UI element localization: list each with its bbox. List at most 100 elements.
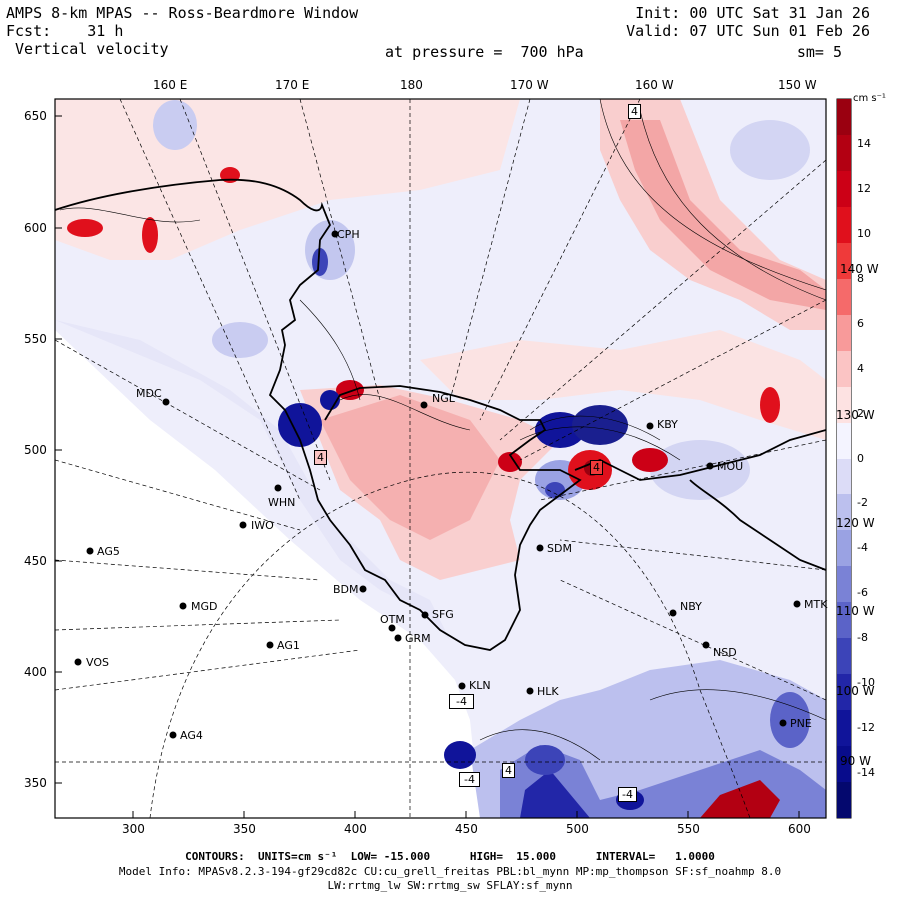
graticule (55, 99, 826, 818)
station-markers (74, 230, 801, 739)
colorbar-swatch (837, 350, 851, 388)
station-nby: NBY (680, 600, 702, 613)
station-iwo: IWO (251, 519, 274, 532)
station-otm: OTM (380, 613, 405, 626)
station-grm: GRM (405, 632, 431, 645)
extremum-box: 4 (502, 763, 515, 778)
lon-170e: 170 E (275, 78, 310, 92)
colorbar-label: 4 (857, 361, 864, 375)
colorbar-swatch (837, 746, 851, 783)
station-nsd: NSD (713, 646, 737, 659)
colorbar-swatch (837, 170, 851, 208)
model-info-line2: LW:rrtmg_lw SW:rrtmg_sw SFLAY:sf_mynn (327, 879, 573, 892)
colorbar-label: -4 (857, 541, 868, 555)
colorbar-label: 14 (857, 136, 871, 150)
colorbar-swatch (837, 710, 851, 747)
y-tick-400: 400 (24, 665, 47, 679)
header-right: Init: 00 UTC Sat 31 Jan 26 Valid: 07 UTC… (626, 4, 870, 40)
colorbar-label: 2 (857, 406, 864, 420)
colorbar-swatch (837, 566, 851, 603)
extremum-box: 4 (314, 450, 327, 465)
lon-160w: 160 W (635, 78, 674, 92)
colorbar-swatch (837, 602, 851, 639)
colorbar-swatch (837, 494, 851, 531)
colorbar-label: -8 (857, 631, 868, 645)
y-tick-650: 650 (24, 109, 47, 123)
x-tick-350: 350 (233, 822, 256, 836)
init-time: Init: 00 UTC Sat 31 Jan 26 (635, 4, 870, 22)
lon-150w: 150 W (778, 78, 817, 92)
lon-160e: 160 E (153, 78, 188, 92)
colorbar-label: -14 (857, 766, 875, 780)
colorbar-swatch (837, 242, 851, 280)
y-tick-600: 600 (24, 221, 47, 235)
lon-180: 180 (400, 78, 423, 92)
extremum-box: -4 (449, 694, 474, 709)
colorbar-swatch (837, 674, 851, 711)
station-whn: WHN (268, 496, 296, 509)
lon-170w: 170 W (510, 78, 549, 92)
station-ag4: AG4 (180, 729, 203, 742)
y-tick-450: 450 (24, 554, 47, 568)
station-mtk: MTK (804, 598, 828, 611)
station-vos: VOS (86, 656, 109, 669)
field-shading (55, 99, 826, 818)
colorbar-swatch (837, 782, 851, 819)
station-ag5: AG5 (97, 545, 120, 558)
smoothing-label: sm= 5 (796, 43, 842, 61)
y-tick-350: 350 (24, 776, 47, 790)
field-name: Vertical velocity (15, 40, 169, 58)
lon-90w: 90 W (840, 754, 871, 768)
colorbar-swatch (837, 134, 851, 172)
station-kln: KLN (469, 679, 491, 692)
station-pne: PNE (790, 717, 812, 730)
station-sfg: SFG (432, 608, 454, 621)
colorbar-label: 12 (857, 181, 871, 195)
map-frame (54, 98, 827, 819)
colorbar (837, 99, 851, 819)
colorbar-label: 6 (857, 316, 864, 330)
colorbar-swatch (837, 206, 851, 244)
map-title: AMPS 8-km MPAS -- Ross-Beardmore Window (6, 4, 359, 22)
pressure-level: at pressure = 700 hPa (385, 43, 584, 61)
station-mdc: MDC (136, 387, 162, 400)
station-sdm: SDM (547, 542, 572, 555)
station-kby: KBY (657, 418, 678, 431)
colorbar-swatch (837, 638, 851, 675)
contour-info: CONTOURS: UNITS=cm s⁻¹ LOW= -15.000 HIGH… (185, 850, 715, 863)
y-tick-550: 550 (24, 332, 47, 346)
lon-140w: 140 W (840, 262, 879, 276)
x-tick-450: 450 (455, 822, 478, 836)
lon-120w: 120 W (836, 516, 875, 530)
lon-110w: 110 W (836, 604, 875, 618)
x-tick-300: 300 (122, 822, 145, 836)
colorbar-label: 10 (857, 226, 871, 240)
station-mgd: MGD (191, 600, 218, 613)
extremum-box: -4 (618, 787, 637, 802)
lon-130w: 130 W (836, 408, 875, 422)
lon-100w: 100 W (836, 684, 875, 698)
colorbar-swatch (837, 530, 851, 567)
extremum-box: 4 (628, 104, 641, 119)
colorbar-label: -10 (857, 676, 875, 690)
colorbar-label: -12 (857, 721, 875, 735)
colorbar-swatch (837, 458, 851, 495)
model-info-line1: Model Info: MPASv8.2.3-194-gf29cd82c CU:… (118, 865, 782, 878)
station-ngl: NGL (432, 392, 455, 405)
forecast-hour: 31 h (87, 22, 124, 40)
coastline (55, 178, 826, 651)
colorbar-label: 0 (857, 451, 864, 465)
colorbar-swatch (837, 278, 851, 316)
contour-lines (59, 99, 826, 761)
colorbar-label: 8 (857, 271, 864, 285)
colorbar-unit: cm s⁻¹ (853, 93, 886, 104)
extremum-box: -4 (459, 772, 480, 787)
station-mou: MOU (717, 460, 744, 473)
axis-ticks (55, 115, 800, 818)
x-tick-500: 500 (566, 822, 589, 836)
x-tick-400: 400 (344, 822, 367, 836)
header-left: AMPS 8-km MPAS -- Ross-Beardmore Window … (6, 4, 358, 58)
colorbar-swatch (837, 386, 851, 424)
x-tick-550: 550 (677, 822, 700, 836)
